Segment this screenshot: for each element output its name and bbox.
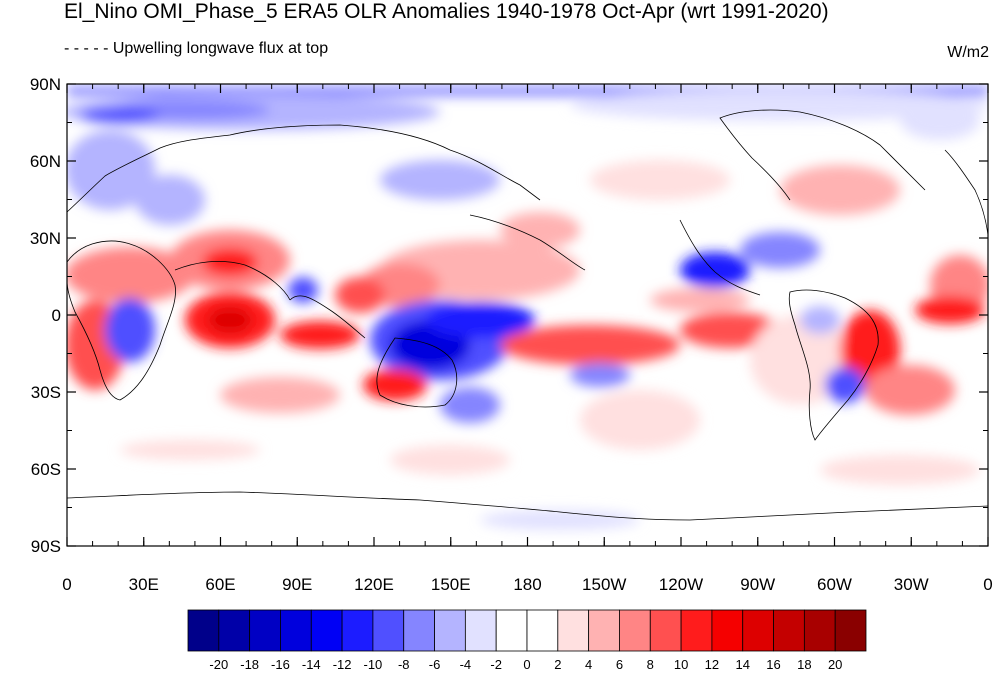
colorbar-label: 18 [797, 657, 811, 672]
colorbar-swatch [249, 609, 281, 652]
colorbar-label: 16 [766, 657, 780, 672]
colorbar-swatch [649, 609, 682, 652]
colorbar-label: 2 [554, 657, 561, 672]
lat-tick-label: 90N [30, 75, 61, 94]
map-title: El_Nino OMI_Phase_5 ERA5 OLR Anomalies 1… [64, 0, 829, 23]
colorbar-swatch [187, 609, 220, 652]
lon-tick-label: 90W [740, 575, 775, 594]
colorbar-label: -14 [302, 657, 321, 672]
colorbar-label: 10 [674, 657, 688, 672]
colorbar-label: -16 [271, 657, 290, 672]
lon-tick-label: 180 [513, 575, 541, 594]
colorbar-swatch [834, 609, 867, 652]
colorbar-label: 0 [523, 657, 530, 672]
lon-axis: 0 30E 60E 90E 120E 150E 180 150W 120W 90W 60W 30W 0 [62, 575, 992, 594]
lat-tick-label: 30S [31, 383, 61, 402]
map-frame [66, 83, 989, 547]
colorbar-label: -18 [240, 657, 259, 672]
map-subtitle: - - - - - Upwelling longwave flux at top [64, 40, 329, 57]
colorbar-label: -12 [333, 657, 352, 672]
colorbar: -20 -18 -16 -14 -12 -10 -8 -6 -4 -2 0 2 4 6 8 10 12 14 16 1… [187, 609, 867, 672]
lon-tick-label: 30W [894, 575, 929, 594]
lon-tick-label: 30E [129, 575, 159, 594]
lon-tick-label: 60E [205, 575, 235, 594]
lon-tick-label: 60W [817, 575, 852, 594]
lon-tick-label: 150E [431, 575, 471, 594]
colorbar-swatch [464, 609, 497, 652]
lat-tick-label: 90S [31, 537, 61, 556]
colorbar-label: 12 [705, 657, 719, 672]
colorbar-swatch [403, 609, 435, 652]
lon-tick-label: 120W [659, 575, 703, 594]
colorbar-label: 6 [616, 657, 623, 672]
lat-tick-label: 60N [30, 152, 61, 171]
colorbar-label: -6 [429, 657, 441, 672]
colorbar-swatch [218, 609, 251, 652]
units-label: W/m2 [947, 44, 989, 61]
colorbar-label: 8 [647, 657, 654, 672]
colorbar-swatch [619, 609, 651, 652]
map-panel [67, 84, 988, 546]
colorbar-swatch [680, 609, 713, 652]
colorbar-label: -10 [364, 657, 383, 672]
lat-tick-label: 0 [52, 306, 61, 325]
colorbar-swatch [310, 609, 343, 652]
colorbar-swatch [773, 609, 805, 652]
colorbar-label: -2 [490, 657, 502, 672]
colorbar-swatch [588, 609, 620, 652]
lon-tick-label: 0 [62, 575, 71, 594]
lon-tick-label: 0 [983, 575, 992, 594]
colorbar-label: 14 [735, 657, 749, 672]
colorbar-swatch [557, 609, 590, 652]
colorbar-label: -20 [209, 657, 228, 672]
colorbar-swatch [711, 609, 744, 652]
lon-tick-label: 120E [354, 575, 394, 594]
lon-tick-label: 90E [282, 575, 312, 594]
colorbar-swatch [341, 609, 374, 652]
colorbar-swatch [495, 609, 528, 652]
colorbar-swatch [372, 609, 405, 652]
colorbar-swatch [280, 609, 312, 652]
lat-tick-label: 60S [31, 460, 61, 479]
colorbar-label: 20 [828, 657, 842, 672]
colorbar-swatch [434, 609, 466, 652]
colorbar-swatch [526, 609, 559, 652]
colorbar-swatch [742, 609, 774, 652]
colorbar-label: -8 [398, 657, 410, 672]
colorbar-label: 4 [585, 657, 592, 672]
coastlines [67, 109, 988, 521]
colorbar-swatch [803, 609, 836, 652]
lat-tick-label: 30N [30, 229, 61, 248]
colorbar-label: -4 [460, 657, 472, 672]
lat-axis: 90N 60N 30N 0 30S 60S 90S [30, 75, 61, 556]
lon-tick-label: 150W [582, 575, 626, 594]
anomaly-field [67, 86, 988, 530]
